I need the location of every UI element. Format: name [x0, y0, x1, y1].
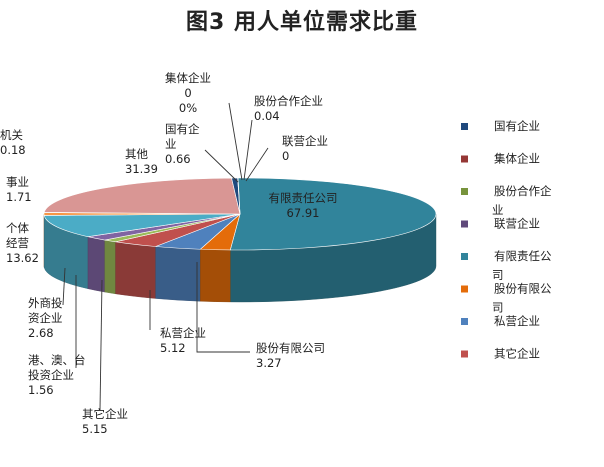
- legend-swatch-3: [461, 220, 468, 228]
- slice-label-0: 有限责任公司 67.91: [269, 191, 338, 220]
- pie-3d-group: [43, 177, 437, 303]
- chart-title: 图3 用人单位需求比重: [186, 10, 418, 35]
- slice-top-9: [43, 177, 241, 215]
- slice-side-3: [115, 241, 156, 299]
- slice-label-3: 其它企业 5.15: [82, 407, 128, 436]
- legend-label-7: 其它企业: [494, 347, 540, 361]
- legend-swatch-4: [461, 253, 468, 260]
- slice-top-6: [43, 213, 241, 238]
- legend-swatch-2: [461, 188, 468, 195]
- legend-swatch-7: [461, 350, 468, 358]
- leader-line-5: [62, 267, 66, 306]
- legend-swatch-1: [461, 155, 468, 163]
- slice-side-1: [200, 249, 231, 303]
- slice-label-7: 事业 1.71: [6, 175, 32, 204]
- leader-line-12: [243, 119, 253, 181]
- slice-label-5: 外商投资企业 2.68: [28, 296, 63, 340]
- legend-label-6: 私营企业: [494, 314, 540, 328]
- slice-label-2: 私营企业 5.12: [160, 326, 206, 355]
- leader-line-13: [245, 147, 269, 182]
- legend-swatch-0: [461, 123, 468, 130]
- slice-label-9: 其他 31.39: [125, 147, 158, 176]
- legend-label-2: 股份合作企业: [492, 184, 552, 217]
- slice-labels: 有限责任公司 67.91 股份有限公司 3.27 私营企业 5.12 其它企业 5.15 港、澳…: [0, 71, 338, 436]
- legend-swatch-6: [461, 318, 468, 325]
- slice-label-11: 集体企业 0 0%: [165, 71, 211, 115]
- slice-top-0: [229, 177, 437, 251]
- slice-side-2: [155, 246, 201, 302]
- legend-swatch-5: [461, 285, 468, 293]
- leader-line-3: [99, 279, 103, 411]
- slice-label-10: 国有企业 0.66: [165, 122, 200, 166]
- legend-label-0: 国有企业: [494, 119, 540, 133]
- slice-label-13: 联营企业 0: [282, 134, 328, 163]
- slice-label-12: 股份合作企业 0.04: [254, 94, 323, 123]
- slice-label-4: 港、澳、台投资企业 1.56: [28, 353, 86, 397]
- slice-label-6: 个体经营 13.62: [6, 221, 39, 265]
- legend-label-5: 股份有限公司: [492, 282, 552, 315]
- slice-label-1: 股份有限公司 3.27: [256, 341, 325, 370]
- legend-label-1: 集体企业: [494, 152, 540, 166]
- slice-label-8: 机关 0.18: [0, 128, 26, 157]
- leader-line-11: [228, 102, 243, 181]
- slice-side-4: [104, 239, 116, 295]
- slice-top-12: [237, 177, 241, 215]
- leader-line-1: [196, 262, 250, 353]
- legend-label-3: 联营企业: [494, 217, 540, 231]
- legend-label-4: 有限责任公司: [492, 249, 552, 282]
- leader-line-10: [204, 149, 239, 183]
